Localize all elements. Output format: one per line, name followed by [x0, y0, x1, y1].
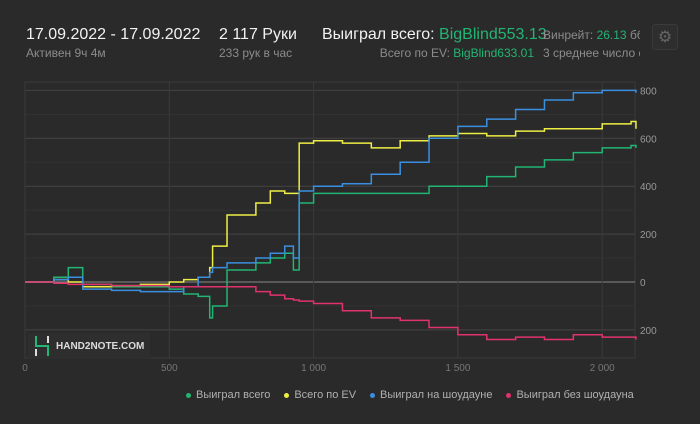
won-value: BigBlind553.13	[439, 26, 547, 43]
legend-item[interactable]: Всего по EV	[284, 389, 356, 401]
y-tick-label: 200	[640, 230, 657, 241]
series-line-1	[25, 120, 637, 288]
legend-dot-icon	[284, 392, 290, 398]
hands-per-hour: 233 рук в час	[219, 46, 293, 60]
legend-item[interactable]: Выиграл всего	[186, 389, 270, 401]
legend-label: Выиграл на шоудауне	[380, 389, 493, 401]
winrate-label: Винрейт:	[543, 28, 594, 42]
y-tick-label: 200	[640, 326, 657, 337]
y-tick-label: 0	[640, 278, 646, 289]
legend-dot-icon	[186, 392, 191, 398]
legend-item[interactable]: Выиграл без шоудауна	[506, 389, 634, 401]
winrate-unit: бб	[629, 28, 640, 42]
y-tick-label: 800	[640, 86, 657, 97]
winrate: Винрейт: 26.13 бб	[543, 28, 640, 42]
legend-dot-icon	[506, 392, 512, 398]
y-tick-label: 600	[640, 134, 657, 145]
ev-value: BigBlind633.01	[453, 46, 534, 60]
y-tick-label: 400	[640, 182, 657, 193]
series-line-3	[25, 281, 637, 341]
gear-icon[interactable]: ⚙	[652, 24, 678, 50]
average-text: 3 среднее число с	[543, 46, 640, 60]
legend: Выиграл всего Всего по EV Выиграл на шоуда…	[186, 389, 634, 401]
x-tick-label: 500	[161, 363, 178, 374]
date-range: 17.09.2022 - 17.09.2022	[26, 26, 201, 43]
x-tick-label: 1 500	[445, 363, 470, 374]
hands-count: 2 117 Руки	[219, 26, 297, 43]
won-total: Выиграл всего: BigBlind553.13	[322, 26, 547, 44]
watermark: HAND2NOTE.COM	[28, 333, 151, 359]
winrate-value: 26.13	[596, 28, 627, 42]
ev-label: Всего по EV:	[379, 46, 450, 60]
legend-label: Всего по EV	[294, 389, 357, 401]
x-tick-label: 1 000	[301, 363, 326, 374]
legend-dot-icon	[370, 392, 376, 398]
series-line-0	[25, 144, 637, 319]
legend-label: Выиграл без шоудауна	[516, 389, 634, 401]
legend-label: Выиграл всего	[196, 389, 271, 401]
hand2note-logo-icon	[35, 336, 49, 356]
x-tick-label: 0	[22, 363, 28, 374]
ev-total: Всего по EV: BigBlind633.01	[380, 46, 534, 60]
won-label: Выиграл всего:	[322, 26, 435, 43]
active-time: Активен 9ч 4м	[26, 46, 106, 60]
series-line-2	[25, 89, 637, 293]
plot-area	[24, 81, 636, 359]
x-tick-label: 2 000	[590, 363, 615, 374]
legend-item[interactable]: Выиграл на шоудауне	[370, 389, 492, 401]
watermark-text: HAND2NOTE.COM	[56, 340, 145, 352]
